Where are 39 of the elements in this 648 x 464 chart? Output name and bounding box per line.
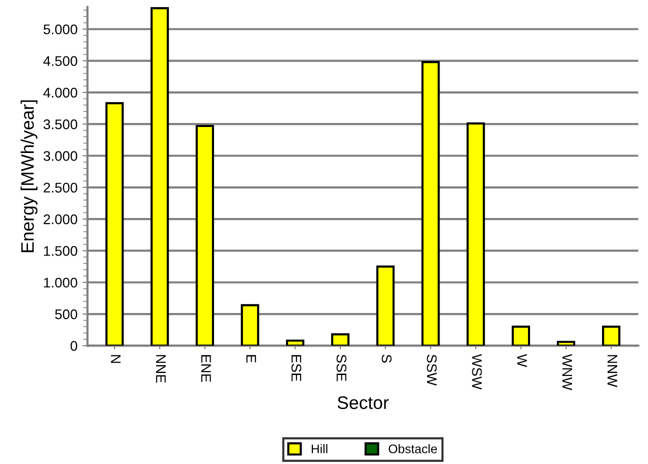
y-tick-label: 1.500 [44, 246, 78, 256]
y-tick-label: 500 [55, 309, 78, 320]
bar [286, 340, 304, 346]
bar [105, 102, 124, 346]
bar [376, 265, 395, 346]
bar [331, 333, 350, 346]
legend-label: Obstacle [388, 444, 437, 454]
y-tick-label: 5.000 [44, 24, 78, 34]
bar [466, 122, 485, 346]
x-tick-label: SSE [336, 354, 346, 382]
x-tick-label: WNW [562, 354, 572, 390]
bar [240, 304, 260, 346]
x-tick-label: ESE [291, 355, 302, 382]
y-tick-label: 4.500 [43, 56, 78, 66]
x-tick-label: WSW [472, 354, 482, 390]
x-tick-label: S [382, 354, 392, 363]
legend-label: Hill [312, 444, 328, 454]
x-tick-label: ENE [201, 355, 211, 382]
y-tick-label: 3.500 [44, 119, 78, 130]
bar [421, 60, 440, 346]
bar [150, 7, 169, 346]
x-tick-label: E [246, 355, 256, 363]
x-tick-label: SSW [426, 354, 437, 386]
y-tick-label: 1.000 [44, 278, 78, 288]
y-tick-label: 4.000 [43, 88, 78, 98]
bar [556, 340, 576, 346]
y-tick-label: 0 [70, 341, 78, 351]
x-axis-title: Sector [338, 396, 389, 410]
x-tick-label: NNW [608, 355, 618, 388]
y-tick-label: 2.000 [44, 214, 78, 224]
bar [602, 326, 620, 346]
y-tick-label: 2.500 [44, 182, 78, 193]
y-tick-label: 3.000 [44, 151, 78, 161]
x-tick-label: W [517, 354, 527, 368]
y-axis-title: Energy [MWh/year] [20, 100, 38, 252]
bar [512, 326, 530, 346]
x-tick-label: N [110, 355, 121, 363]
x-tick-label: NNE [156, 355, 166, 383]
bar [196, 124, 214, 346]
